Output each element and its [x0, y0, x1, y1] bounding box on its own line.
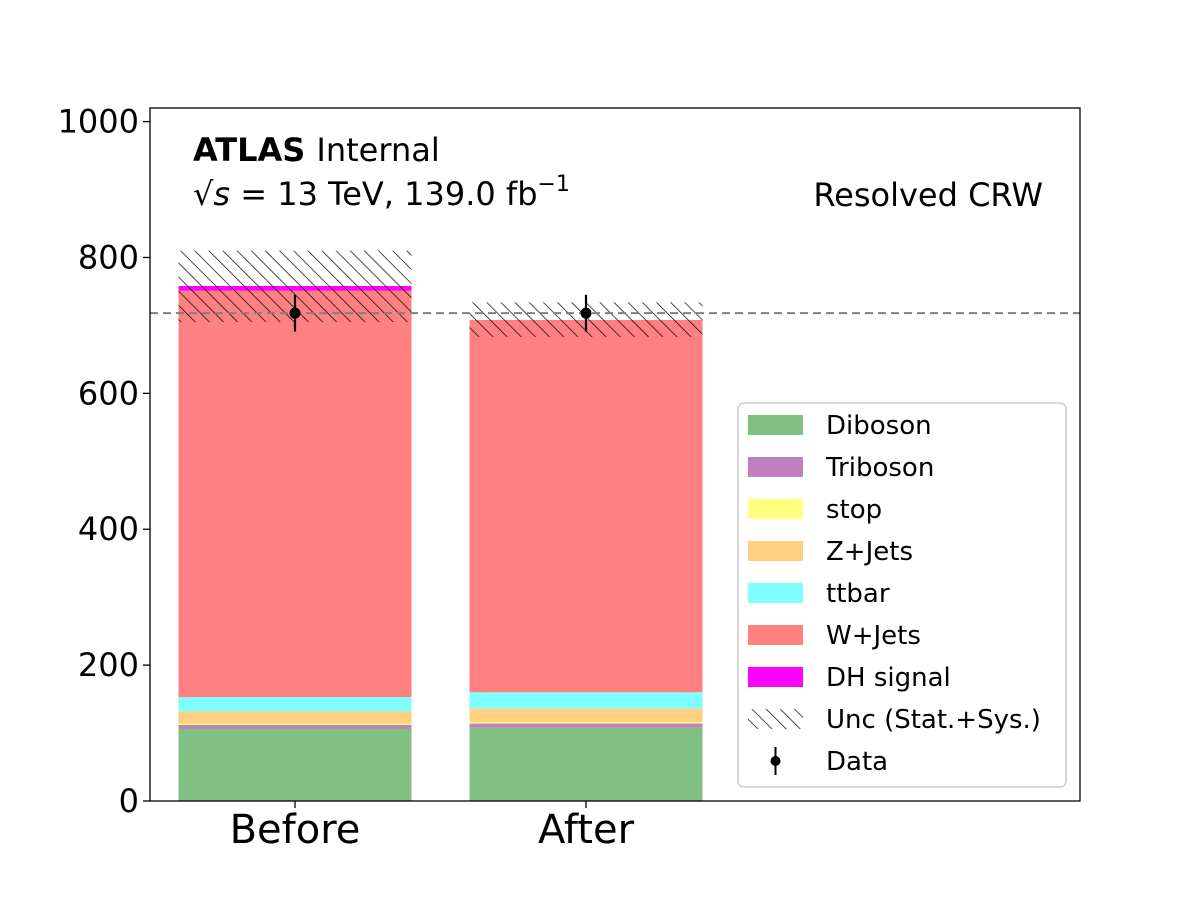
- bar-segment-stop-before: [178, 723, 412, 725]
- data-point-before: [289, 307, 301, 319]
- bar-segment-diboson-before: [178, 728, 412, 801]
- legend-label-unc-stat-sys: Unc (Stat.+Sys.): [826, 705, 1041, 735]
- legend-label-ttbar: ttbar: [826, 579, 890, 609]
- legend-label-stop: stop: [826, 495, 882, 525]
- region-label: Resolved CRW: [813, 176, 1043, 214]
- bar-segment-triboson-before: [178, 724, 412, 729]
- legend-label-z-jets: Z+Jets: [826, 537, 913, 567]
- y-tick-label: 800: [78, 238, 139, 276]
- bar-segment-z-jets-before: [178, 711, 412, 724]
- plot-frame: [149, 107, 1081, 802]
- legend-swatch-triboson: [748, 457, 803, 477]
- legend-swatch-uncertainty: [748, 709, 803, 729]
- legend-swatch-data-marker: [770, 756, 781, 766]
- legend-box: [737, 402, 1067, 788]
- bar-segment-ttbar-after: [469, 692, 703, 709]
- legend-swatch-ttbar: [748, 583, 803, 603]
- y-tick-label: 600: [78, 374, 139, 412]
- bar-segment-diboson-after: [469, 727, 703, 801]
- legend-swatch-stop: [748, 499, 803, 519]
- y-tick-label: 400: [78, 510, 139, 548]
- bar-segment-stop-after: [469, 722, 703, 724]
- bar-segment-triboson-after: [469, 723, 703, 728]
- data-point-after: [580, 307, 592, 319]
- legend: Diboson Triboson stop Z+Jets ttbar W+Jets DH s…: [737, 402, 1067, 788]
- bar-segment-w-jets-after: [469, 319, 703, 693]
- legend-swatch-dh-signal: [748, 667, 803, 687]
- bar-segment-z-jets-after: [469, 708, 703, 723]
- energy-label: √s = 13 TeV, 139.0 fb−1: [193, 172, 570, 213]
- atlas-label: ATLAS Internal: [193, 131, 440, 169]
- legend-label-triboson: Triboson: [825, 453, 934, 483]
- bar-segment-w-jets-before: [178, 290, 412, 698]
- legend-swatch-w-jets: [748, 625, 803, 645]
- x-tick-label-after: After: [538, 807, 635, 853]
- legend-label-diboson: Diboson: [826, 411, 932, 441]
- bar-segment-ttbar-before: [178, 697, 412, 712]
- legend-swatch-diboson: [748, 415, 803, 435]
- y-tick-label: 200: [78, 646, 139, 684]
- x-tick-label-before: Before: [230, 807, 361, 853]
- legend-label-w-jets: W+Jets: [826, 621, 921, 651]
- legend-label-dh-signal: DH signal: [826, 663, 951, 693]
- y-tick-label: 0: [119, 782, 139, 820]
- legend-swatch-z-jets: [748, 541, 803, 561]
- y-tick-label: 1000: [58, 103, 139, 141]
- legend-label-data: Data: [826, 747, 888, 777]
